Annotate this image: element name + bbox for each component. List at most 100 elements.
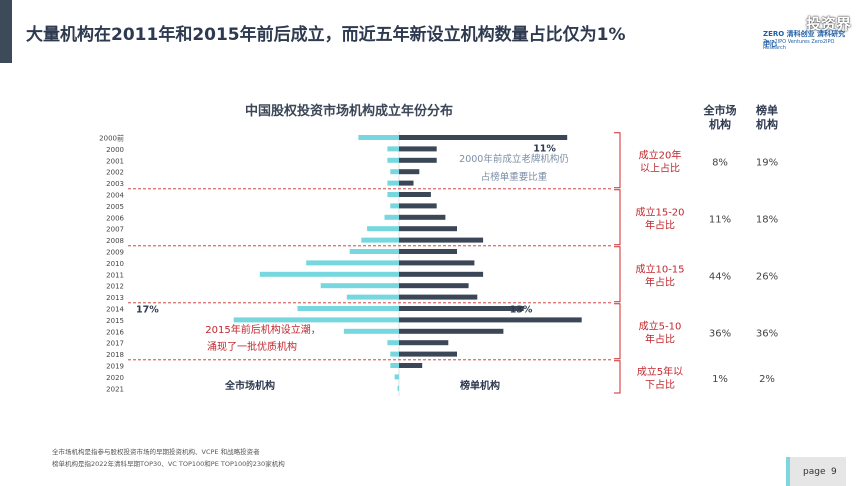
accent-bar (0, 0, 12, 63)
bar-value-label: 11% (533, 144, 556, 155)
annotation-old-line1: 2000年前成立老牌机构仍 (459, 153, 569, 165)
column-header-list: 榜单 机构 (756, 104, 778, 131)
bar-list (399, 203, 437, 209)
annotation-wave-line1: 2015年前后机构设立潮， (205, 323, 320, 336)
page-indicator (786, 457, 846, 486)
year-tick-label: 2015 (106, 317, 124, 325)
year-tick-label: 2013 (106, 294, 124, 302)
bar-market (390, 169, 399, 175)
bar-market (361, 237, 399, 243)
market-share-value: 44% (709, 271, 731, 282)
bar-list (399, 226, 457, 232)
bar-value-label: 17% (136, 305, 159, 316)
bar-market (358, 135, 399, 140)
year-tick-label: 2011 (106, 271, 124, 279)
bar-market (367, 226, 399, 232)
footnote-1: 全市场机构是指参与股权投资市场的早期投资机构、VCPE 和战略投资者 (52, 448, 260, 456)
bar-list (399, 283, 469, 289)
annotation-wave-line2: 涌现了一批优质机构 (207, 340, 297, 353)
bar-market (397, 385, 399, 391)
watermark: 投资界 (805, 15, 851, 33)
page-accent (786, 457, 790, 486)
group-label-line2: 年占比 (645, 332, 675, 345)
group-bracket (614, 360, 621, 394)
year-tick-label: 2008 (106, 237, 124, 245)
bar-value-label: 13% (510, 305, 533, 316)
list-share-value: 2% (759, 374, 775, 385)
bar-list (399, 157, 437, 163)
group-bracket (614, 132, 621, 189)
bar-market (387, 146, 399, 152)
year-tick-label: 2000前 (99, 134, 124, 143)
market-share-value: 11% (709, 214, 731, 225)
bar-list (399, 294, 478, 300)
group-label-line1: 成立5年以 (637, 365, 683, 378)
market-share-value: 1% (712, 374, 728, 385)
bar-market (346, 294, 399, 300)
bar-market (387, 157, 399, 163)
bar-market (343, 328, 399, 334)
year-tick-label: 2004 (106, 192, 124, 200)
bar-market (384, 214, 399, 220)
bar-market (390, 363, 399, 368)
logo-subtext: Zero2IPO Ventures Zero2IPO Research (763, 39, 835, 51)
bar-market (390, 203, 399, 209)
bar-list (399, 328, 504, 334)
group-label-line1: 成立5-10 (639, 319, 682, 332)
annotation-old-line2: 占榜单重要比重 (481, 171, 548, 183)
list-share-value: 18% (756, 214, 778, 225)
year-tick-label: 2010 (106, 260, 124, 268)
axis-label-list: 榜单机构 (460, 379, 500, 392)
group-label-line2: 下占比 (645, 378, 675, 391)
bar-market (394, 374, 399, 380)
group-label-line2: 以上占比 (640, 161, 680, 174)
market-share-value: 8% (712, 157, 728, 168)
year-tick-label: 2016 (106, 328, 124, 336)
year-tick-label: 2018 (106, 351, 124, 359)
year-tick-label: 2003 (106, 180, 124, 188)
year-tick-label: 2007 (106, 226, 124, 234)
bar-list (399, 146, 437, 152)
year-tick-label: 2021 (106, 385, 124, 393)
brand-logo: 投资界 ZERO 清科创业 清科研究中心 Zero2IPO Ventures Z… (763, 13, 851, 53)
bar-list (399, 249, 457, 254)
year-tick-label: 2000 (106, 146, 124, 154)
bar-list (399, 192, 431, 197)
year-tick-label: 2014 (106, 306, 124, 314)
bar-list (399, 271, 484, 277)
page-label: page (803, 467, 826, 477)
group-bracket (614, 246, 621, 303)
bar-market (390, 351, 399, 357)
list-share-value: 36% (756, 328, 778, 339)
year-tick-label: 2020 (106, 374, 124, 382)
logo-text: ZERO 清科创业 清科研究中心 (763, 30, 846, 48)
bar-list (399, 237, 484, 243)
chart-title: 中国股权投资市场机构成立年份分布 (245, 104, 454, 119)
bar-market (320, 283, 399, 289)
page-number: 9 (831, 467, 837, 477)
column-header-market: 全市场 机构 (703, 104, 737, 131)
group-label-line2: 年占比 (645, 275, 675, 288)
year-tick-label: 2019 (106, 363, 124, 371)
year-tick-label: 2017 (106, 340, 124, 348)
bar-market (387, 192, 399, 197)
group-label-line1: 成立10-15 (635, 262, 684, 275)
market-share-value: 36% (709, 328, 731, 339)
group-label-line1: 成立15-20 (635, 205, 684, 218)
bar-list (399, 260, 475, 266)
year-tick-label: 2009 (106, 249, 124, 257)
list-share-value: 19% (756, 157, 778, 168)
bar-market (387, 340, 399, 346)
bar-list (399, 214, 446, 220)
bar-market (259, 271, 399, 277)
bar-list (399, 340, 449, 346)
year-tick-label: 2012 (106, 283, 124, 291)
group-bracket (614, 303, 621, 360)
bar-list (399, 317, 582, 323)
year-tick-label: 2001 (106, 157, 124, 165)
bar-market (306, 260, 399, 266)
footnote-2: 榜单机构是指2022年清科早期TOP30、VC TOP100和PE TOP100… (52, 460, 285, 468)
list-share-value: 26% (756, 271, 778, 282)
bar-list (399, 180, 414, 186)
